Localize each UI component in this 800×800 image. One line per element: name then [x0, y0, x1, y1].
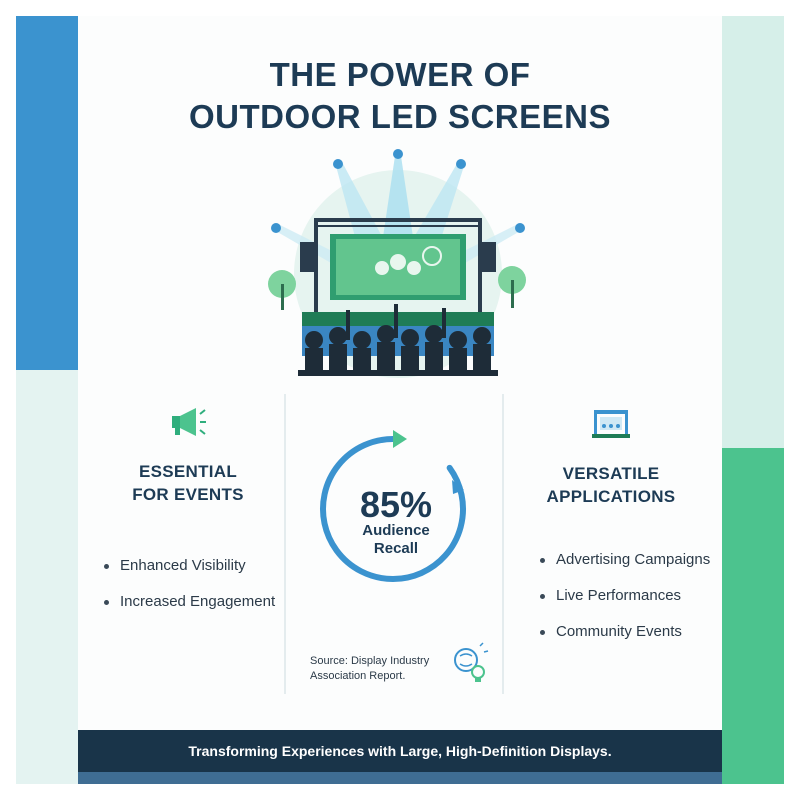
stat-label: Audience Recall — [288, 522, 504, 558]
events-section: ESSENTIAL FOR EVENTS Enhanced Visibility… — [88, 406, 288, 628]
page-title: THE POWER OF OUTDOOR LED SCREENS — [78, 54, 722, 138]
stage-icon — [592, 410, 630, 438]
stat-label-line-2: Recall — [373, 540, 419, 557]
left-mint-block — [16, 370, 78, 784]
brain-lightbulb-icon — [454, 642, 489, 682]
events-heading-line-1: ESSENTIAL — [138, 462, 238, 481]
applications-section: VERSATILE APPLICATIONS Advertising Campa… — [506, 406, 716, 658]
right-mint-block — [722, 16, 784, 448]
infographic-card: THE POWER OF OUTDOOR LED SCREENS — [78, 16, 722, 784]
applications-heading-line-2: APPLICATIONS — [546, 487, 676, 506]
events-benefits-list: Enhanced Visibility Increased Engagement — [100, 556, 288, 628]
applications-list: Advertising Campaigns Live Performances … — [536, 550, 716, 658]
list-item: Community Events — [536, 622, 716, 658]
left-blue-block — [16, 16, 78, 370]
column-divider — [284, 394, 286, 694]
list-item: Enhanced Visibility — [100, 556, 288, 592]
events-heading-line-2: FOR EVENTS — [132, 485, 244, 504]
list-item: Live Performances — [536, 586, 716, 622]
stat-label-line-1: Audience — [362, 522, 430, 539]
concert-stage-illustration — [268, 149, 526, 378]
source-line-2: Association Report. — [310, 670, 406, 682]
source-line-1: Source: Display Industry — [310, 655, 430, 667]
footer-banner: Transforming Experiences with Large, Hig… — [78, 730, 722, 772]
source-note: Source: Display Industry Association Rep… — [310, 654, 450, 684]
applications-heading: VERSATILE APPLICATIONS — [506, 462, 716, 508]
events-heading: ESSENTIAL FOR EVENTS — [88, 460, 288, 506]
right-green-block — [722, 448, 784, 784]
column-divider — [502, 394, 504, 694]
recall-progress-ring — [320, 430, 466, 582]
footer-base-stripe — [78, 772, 722, 784]
stat-value: 85% — [359, 484, 433, 525]
list-item: Advertising Campaigns — [536, 550, 716, 586]
title-line-2: OUTDOOR LED SCREENS — [188, 98, 612, 135]
title-line-1: THE POWER OF — [269, 56, 531, 93]
applications-heading-line-1: VERSATILE — [562, 464, 660, 483]
list-item: Increased Engagement — [100, 592, 288, 628]
megaphone-icon — [172, 408, 206, 436]
